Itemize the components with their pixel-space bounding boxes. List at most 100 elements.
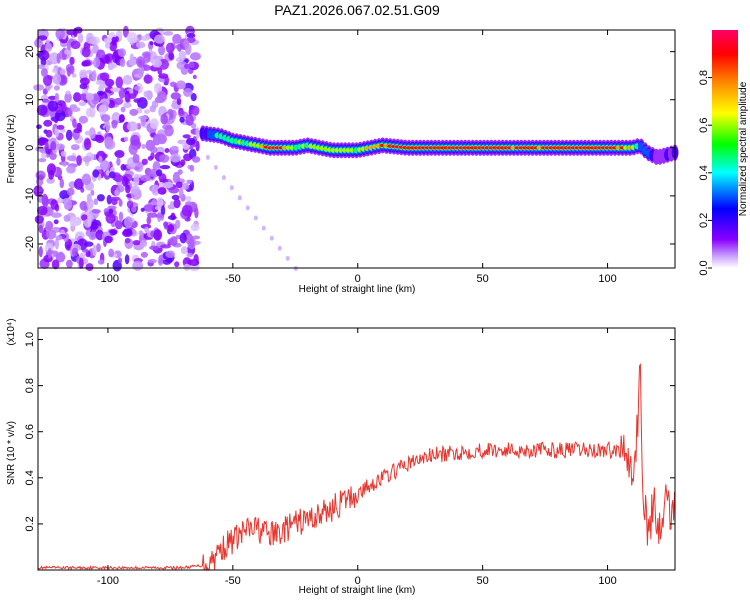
noise-blob xyxy=(86,69,93,74)
noise-blob xyxy=(69,104,78,109)
noise-blob xyxy=(190,52,201,61)
noise-blob xyxy=(45,229,57,240)
noise-blob xyxy=(190,105,200,117)
noise-blob xyxy=(108,229,117,236)
noise-blob xyxy=(79,77,90,86)
noise-blob xyxy=(81,173,92,186)
noise-blob xyxy=(149,245,159,250)
noise-blob xyxy=(106,194,112,205)
noise-blob xyxy=(172,99,178,104)
noise-blob xyxy=(114,36,119,43)
noise-blob xyxy=(169,201,175,207)
noise-blob xyxy=(69,56,75,65)
noise-blob xyxy=(115,220,123,230)
noise-blob xyxy=(205,154,210,160)
noise-blob xyxy=(183,153,192,162)
noise-blob xyxy=(245,205,250,211)
noise-blob xyxy=(104,42,111,49)
noise-blob xyxy=(38,158,47,163)
noise-blob xyxy=(41,193,49,206)
noise-blob xyxy=(133,173,140,186)
noise-blob xyxy=(81,60,91,67)
noise-blob xyxy=(186,252,194,258)
spectrogram-ridge xyxy=(199,125,679,165)
noise-blob xyxy=(56,124,65,130)
noise-blob xyxy=(135,41,146,49)
noise-blob xyxy=(33,84,45,91)
x-tick-label: -100 xyxy=(97,273,119,285)
noise-blob xyxy=(38,174,44,180)
noise-blob xyxy=(172,171,180,184)
noise-blob xyxy=(104,235,113,244)
noise-blob xyxy=(116,185,125,193)
snr-series-line xyxy=(37,362,675,572)
noise-blob xyxy=(107,62,114,71)
noise-blob xyxy=(158,254,164,264)
noise-blob xyxy=(88,231,97,241)
noise-blob xyxy=(123,216,133,229)
noise-blob xyxy=(167,224,175,232)
x-tick-label: 100 xyxy=(598,273,616,285)
noise-blob xyxy=(38,246,43,258)
noise-blob xyxy=(285,255,290,261)
noise-blob xyxy=(45,220,54,231)
noise-blob xyxy=(47,247,52,259)
noise-blob xyxy=(83,138,92,151)
noise-blob xyxy=(162,181,174,189)
noise-blob xyxy=(186,137,196,146)
spectrogram-y-label: Frequency (Hz) xyxy=(6,115,17,184)
noise-blob xyxy=(172,33,182,44)
y-tick-label: 1.0 xyxy=(24,332,36,347)
y-tick-label: 20 xyxy=(24,46,36,58)
noise-blob xyxy=(70,144,80,151)
noise-blob xyxy=(55,143,65,151)
noise-blob xyxy=(48,52,60,65)
noise-blob xyxy=(192,74,197,80)
noise-blob xyxy=(165,42,175,54)
noise-blob xyxy=(79,69,88,79)
noise-blob xyxy=(66,41,71,51)
noise-blob xyxy=(194,207,199,219)
snr-panel: -100 -50 0 50 100 0.2 0.4 0.6 0.8 1.0 (x10⁴) Hei… xyxy=(6,318,676,596)
noise-blob xyxy=(51,259,60,270)
noise-blob xyxy=(90,189,95,196)
spectrogram-y-ticks: -20 -10 0 10 20 xyxy=(24,46,675,252)
noise-blob xyxy=(105,120,111,133)
noise-blob xyxy=(40,68,48,77)
noise-blob xyxy=(38,50,50,61)
noise-blob xyxy=(169,81,177,88)
noise-blob xyxy=(105,78,115,87)
noise-blob xyxy=(156,134,167,145)
noise-blob xyxy=(124,136,129,142)
noise-blob xyxy=(133,98,142,103)
x-tick-label: -50 xyxy=(225,575,241,587)
colorbar-gradient xyxy=(712,30,738,268)
noise-blob xyxy=(129,108,139,116)
noise-blob xyxy=(77,33,84,44)
noise-blob xyxy=(167,238,175,244)
noise-blob xyxy=(132,153,140,164)
noise-blob xyxy=(155,213,165,219)
noise-blob xyxy=(108,171,116,179)
noise-blob xyxy=(178,110,185,116)
noise-blob xyxy=(157,90,167,103)
noise-blob xyxy=(151,58,162,68)
noise-blob xyxy=(44,42,53,53)
colorbar-tick-label: 0.4 xyxy=(698,165,710,180)
noise-blob xyxy=(190,223,200,232)
x-tick-label: -100 xyxy=(97,575,119,587)
noise-blob xyxy=(50,212,62,218)
noise-blob xyxy=(64,49,70,55)
noise-blob xyxy=(70,40,81,50)
y-tick-label: 0.4 xyxy=(24,470,36,485)
noise-blob xyxy=(117,257,123,264)
noise-blob xyxy=(147,156,154,161)
noise-blob xyxy=(253,215,258,221)
noise-blob xyxy=(153,229,163,241)
noise-blob xyxy=(73,128,83,134)
snr-y-label: SNR (10 * v/v) xyxy=(6,421,17,485)
noise-blob xyxy=(188,237,195,249)
noise-blob xyxy=(43,119,53,127)
noise-blob xyxy=(87,215,92,227)
noise-blob xyxy=(156,169,163,177)
